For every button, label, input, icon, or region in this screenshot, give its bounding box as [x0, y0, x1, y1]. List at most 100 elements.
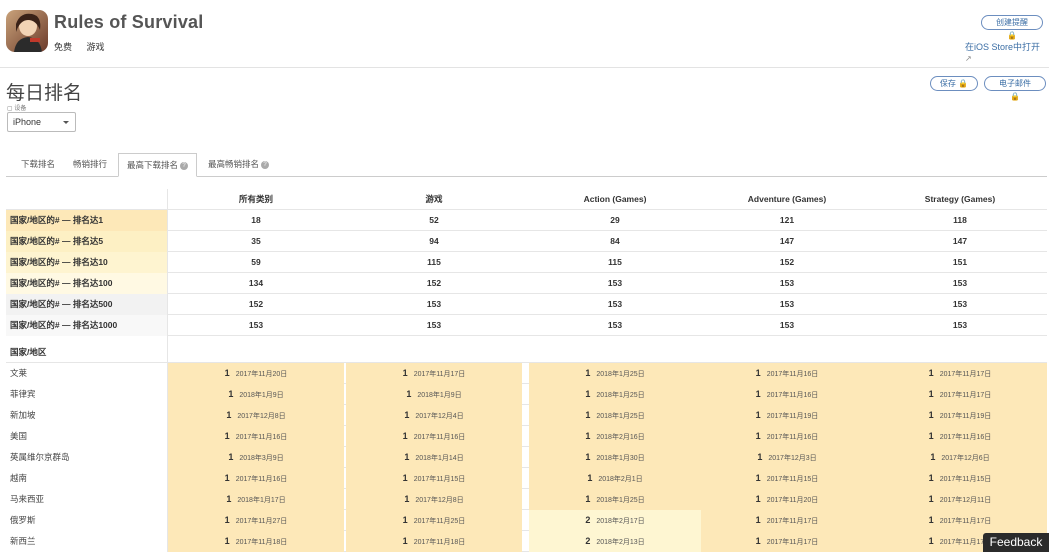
- app-header: Rules of Survival 免费 游戏 创建提醒 🔒 在iOS Stor…: [0, 0, 1049, 68]
- country-name[interactable]: 文莱: [6, 363, 168, 384]
- rank-date: 2018年2月17日: [596, 518, 645, 525]
- summary-value: 153: [426, 299, 442, 309]
- app-category[interactable]: 游戏: [86, 42, 105, 52]
- rank-number: 1: [585, 368, 591, 378]
- rank-cell: 1 2018年2月16日: [529, 426, 701, 447]
- column-header[interactable]: Strategy (Games): [924, 194, 996, 204]
- create-alert-button[interactable]: 创建提醒 🔒: [981, 15, 1043, 40]
- rank-number: 1: [755, 515, 761, 525]
- rank-number: 1: [224, 536, 230, 546]
- chevron-down-icon: [63, 121, 69, 124]
- rank-number: 1: [224, 515, 230, 525]
- column-header[interactable]: 所有类别: [238, 194, 273, 204]
- rank-cell: 1 2017年11月15日: [701, 468, 873, 489]
- open-in-store-link[interactable]: 在iOS Store中打开 ↗: [965, 40, 1049, 63]
- device-select-value: iPhone: [13, 117, 42, 127]
- external-link-icon: ↗: [965, 54, 972, 63]
- rank-date: 2018年2月13日: [596, 539, 645, 546]
- country-row: 马来西亚 1 2018年1月17日 1 2017年12月8日 1 2018年1月25日 1 20…: [6, 489, 1047, 510]
- rank-date: 2017年11月18日: [235, 539, 288, 546]
- rank-date: 2017年11月17日: [939, 539, 992, 546]
- tab-label: 最高畅销排名: [208, 159, 260, 169]
- rank-date: 2018年1月25日: [596, 413, 645, 420]
- summary-row: 国家/地区的# — 排名达1 18 52 29 121 118: [6, 210, 1047, 231]
- rank-number: 1: [928, 515, 934, 525]
- help-icon[interactable]: ?: [180, 162, 189, 170]
- column-header[interactable]: 游戏: [425, 194, 443, 204]
- rank-date: 2017年12月3日: [768, 455, 817, 462]
- rank-date: 2018年1月30日: [596, 455, 645, 462]
- country-name[interactable]: 俄罗斯: [6, 510, 168, 531]
- summary-row: 国家/地区的# — 排名达1000 153 153 153 153 153: [6, 315, 1047, 336]
- rank-cell: 1 2017年11月27日: [168, 510, 344, 531]
- rank-number: 1: [226, 410, 232, 420]
- rank-date: 2017年11月20日: [235, 371, 288, 378]
- tab-grossing-rank[interactable]: 畅销排行: [65, 153, 115, 177]
- summary-label: 国家/地区的# — 排名达10: [6, 252, 168, 273]
- summary-value: 151: [952, 257, 968, 267]
- rank-cell: 1 2017年11月16日: [701, 426, 873, 447]
- rank-cell: 1 2017年11月17日: [346, 363, 522, 384]
- rank-date: 2017年12月8日: [415, 497, 464, 504]
- device-label: ▢ 设备: [7, 106, 27, 112]
- rank-date: 2017年11月18日: [413, 539, 466, 546]
- rank-cell: 1 2018年1月25日: [529, 405, 701, 426]
- app-icon: [6, 10, 48, 52]
- rank-number: 1: [402, 368, 408, 378]
- rank-date: 2018年1月9日: [239, 392, 284, 399]
- summary-label: 国家/地区的# — 排名达1000: [6, 315, 168, 336]
- rank-cell: 1 2017年12月4日: [346, 405, 522, 426]
- summary-value: 153: [607, 320, 623, 330]
- rank-number: 1: [404, 410, 410, 420]
- country-name[interactable]: 英属维尔京群岛: [6, 447, 168, 468]
- rank-date: 2017年11月16日: [766, 392, 819, 399]
- rank-number: 2: [585, 515, 591, 525]
- help-icon[interactable]: ?: [261, 161, 270, 169]
- column-header[interactable]: Adventure (Games): [747, 194, 827, 204]
- country-name[interactable]: 越南: [6, 468, 168, 489]
- rank-cell: 1 2017年12月8日: [168, 405, 344, 426]
- rank-number: 1: [224, 368, 230, 378]
- country-name[interactable]: 菲律宾: [6, 384, 168, 405]
- country-name[interactable]: 美国: [6, 426, 168, 447]
- rank-date: 2017年11月17日: [939, 518, 992, 525]
- rank-cell: 1 2017年11月16日: [346, 426, 522, 447]
- rank-cell: 1 2018年1月30日: [529, 447, 701, 468]
- rank-number: 1: [928, 473, 934, 483]
- summary-value: 94: [429, 236, 439, 246]
- rank-date: 2018年2月16日: [596, 434, 645, 441]
- rank-date: 2017年12月11日: [939, 497, 992, 504]
- country-name[interactable]: 新加坡: [6, 405, 168, 426]
- country-name[interactable]: 新西兰: [6, 531, 168, 552]
- rank-number: 1: [757, 452, 763, 462]
- rank-number: 1: [755, 473, 761, 483]
- rank-date: 2017年11月17日: [766, 539, 819, 546]
- rank-number: 1: [928, 494, 934, 504]
- summary-value: 152: [248, 299, 264, 309]
- tab-top-grossing-rank[interactable]: 最高畅销排名?: [200, 153, 277, 177]
- rank-number: 1: [755, 494, 761, 504]
- country-header-label[interactable]: 国家/地区: [6, 336, 168, 363]
- email-button[interactable]: 电子邮件 🔒: [984, 76, 1046, 101]
- column-header[interactable]: Action (Games): [583, 194, 647, 204]
- save-button[interactable]: 保存 🔒: [930, 76, 978, 91]
- tab-download-rank[interactable]: 下载排名: [13, 153, 63, 177]
- rank-number: 1: [402, 473, 408, 483]
- rank-number: 1: [755, 410, 761, 420]
- summary-value: 147: [779, 236, 795, 246]
- rank-number: 1: [224, 473, 230, 483]
- rank-cell: 1 2017年11月18日: [346, 531, 522, 552]
- summary-value: 115: [608, 257, 622, 267]
- summary-value: 153: [607, 299, 623, 309]
- rank-date: 2017年11月19日: [766, 413, 819, 420]
- feedback-button[interactable]: Feedback: [983, 533, 1049, 552]
- rank-date: 2018年1月14日: [415, 455, 464, 462]
- device-select[interactable]: iPhone: [7, 112, 76, 132]
- tab-top-download-rank[interactable]: 最高下载排名?: [118, 153, 198, 177]
- summary-row: 国家/地区的# — 排名达100 134 152 153 153 153: [6, 273, 1047, 294]
- app-title: Rules of Survival: [54, 12, 204, 32]
- country-name[interactable]: 马来西亚: [6, 489, 168, 510]
- rank-date: 2017年11月16日: [766, 371, 819, 378]
- rank-cell: 1 2017年11月20日: [701, 489, 873, 510]
- rank-cell: 1 2017年11月17日: [873, 510, 1047, 531]
